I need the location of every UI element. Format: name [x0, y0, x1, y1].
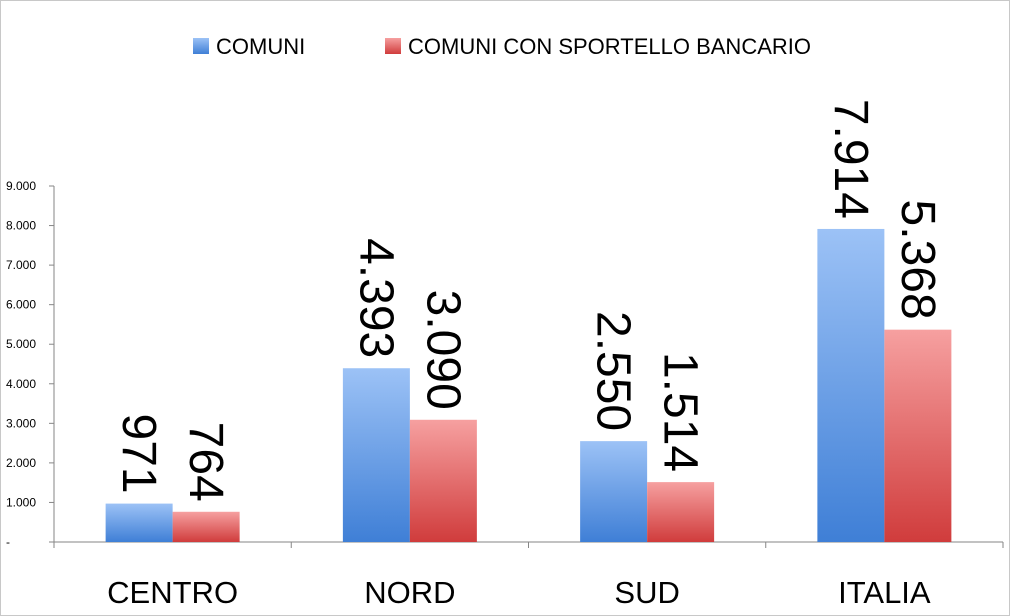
y-tick-label: 7.000 — [6, 258, 36, 272]
bar — [105, 503, 173, 542]
data-label: 2.550 — [587, 311, 640, 431]
bar — [172, 511, 240, 542]
y-tick-label: 2.000 — [6, 456, 36, 470]
y-tick-label: 5.000 — [6, 337, 36, 351]
category-label: NORD — [364, 575, 455, 610]
bar — [884, 329, 952, 542]
y-tick-label: 3.000 — [6, 416, 36, 430]
y-tick-label: 4.000 — [6, 377, 36, 391]
bar — [409, 419, 477, 542]
data-label: 4.393 — [349, 238, 402, 358]
category-label: ITALIA — [838, 575, 931, 610]
y-tick-label: 8.000 — [6, 219, 36, 233]
y-tick-label: 9.000 — [6, 179, 36, 193]
bar — [580, 441, 648, 542]
category-label: SUD — [614, 575, 679, 610]
y-tick-label: 1.000 — [6, 495, 36, 509]
bars — [105, 228, 952, 542]
bar — [647, 482, 715, 542]
data-labels: 971 4.393 2.550 7.914 764 3.090 1.514 5.368 — [112, 99, 944, 502]
legend-label-comuni-con-sportello: COMUNI CON SPORTELLO BANCARIO — [408, 34, 811, 59]
legend-label-comuni: COMUNI — [216, 34, 305, 59]
legend-swatch-comuni — [193, 38, 209, 54]
category-label: CENTRO — [107, 575, 238, 610]
y-tick-label: - — [6, 535, 10, 549]
data-label: 1.514 — [654, 352, 707, 472]
y-tick-label: 6.000 — [6, 298, 36, 312]
bar — [817, 228, 885, 542]
data-label: 971 — [112, 413, 165, 493]
data-label: 5.368 — [891, 200, 944, 320]
data-label: 3.090 — [416, 290, 469, 410]
data-label: 764 — [179, 422, 232, 502]
data-label: 7.914 — [824, 99, 877, 219]
legend-swatch-comuni-con-sportello — [385, 38, 401, 54]
bar — [342, 368, 410, 542]
legend: COMUNI COMUNI CON SPORTELLO BANCARIO — [193, 34, 811, 59]
